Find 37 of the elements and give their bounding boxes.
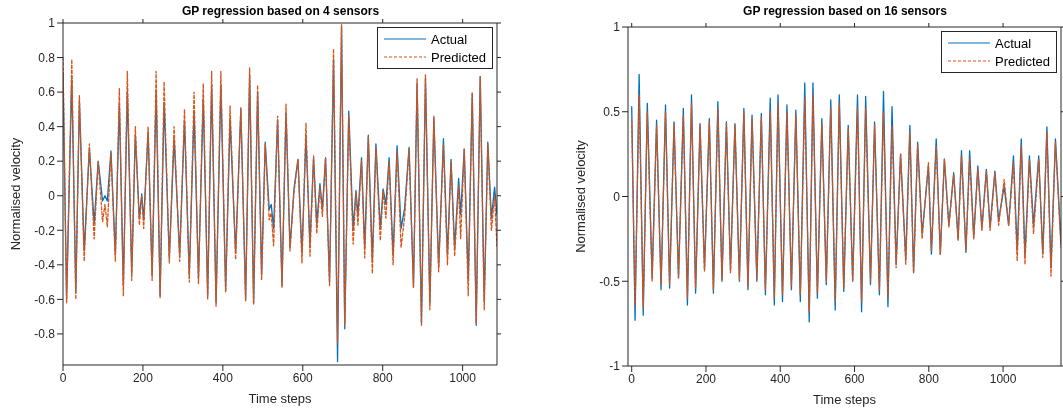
y-tick-label: 0.6 (38, 85, 56, 100)
y-tick-label: 0.2 (38, 154, 56, 169)
x-tick-label: 1000 (449, 370, 477, 385)
y-tick-label: 0.4 (38, 119, 56, 134)
x-tick-label: 400 (770, 371, 791, 386)
x-axis-title: Time steps (248, 391, 313, 406)
y-tick-label: -0.6 (34, 292, 56, 307)
y-tick-label: 1 (613, 20, 621, 35)
y-axis-title: Normalised velocity (7, 137, 23, 251)
y-tick-label: 0.5 (603, 105, 621, 120)
y-tick-label: 0.8 (38, 50, 56, 65)
legend-label: Actual (431, 31, 468, 47)
y-tick-label: 1 (48, 16, 56, 31)
chart-title: GP regression based on 16 sensors (742, 4, 948, 18)
x-tick-label: 0 (628, 371, 636, 386)
x-tick-label: 1000 (989, 371, 1017, 386)
y-tick-label: -0.8 (34, 327, 56, 342)
x-tick-label: 200 (695, 371, 717, 386)
x-tick-label: 600 (844, 371, 865, 386)
legend-label: Predicted (995, 53, 1050, 69)
y-tick-label: 0 (613, 189, 621, 204)
y-axis-title: Normalised velocity (572, 139, 588, 253)
y-tick-label: -0.5 (599, 274, 621, 289)
y-tick-label: -0.2 (34, 223, 56, 238)
legend-label: Actual (995, 35, 1032, 51)
y-tick-label: -1 (609, 359, 621, 374)
x-tick-label: 600 (292, 370, 314, 385)
chart-title: GP regression based on 4 sensors (180, 4, 381, 18)
x-tick-label: 400 (212, 370, 234, 385)
y-tick-label: 0 (48, 188, 56, 203)
x-tick-label: 800 (372, 370, 394, 385)
y-tick-label: -0.4 (34, 258, 56, 273)
x-tick-label: 0 (59, 370, 67, 385)
legend-label: Predicted (431, 49, 486, 65)
x-tick-label: 800 (918, 371, 940, 386)
x-tick-label: 200 (132, 370, 154, 385)
x-axis-title: Time steps (812, 392, 877, 407)
